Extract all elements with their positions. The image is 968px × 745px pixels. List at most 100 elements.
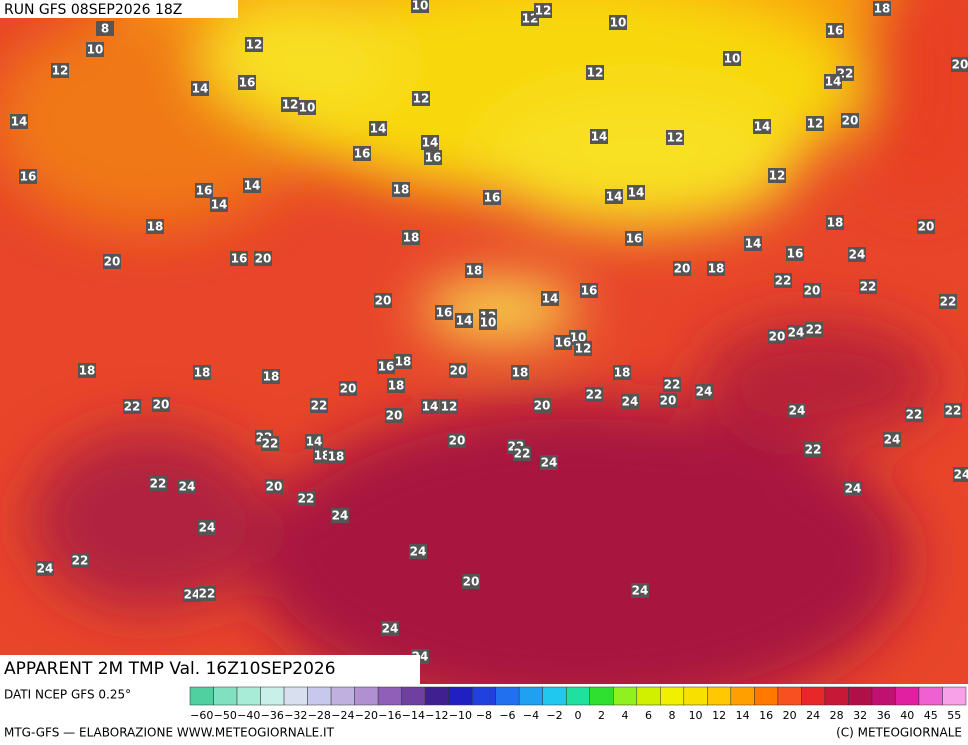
label-box [377, 359, 395, 374]
colorbar-label: −2 [546, 709, 562, 722]
temp-label: 14 [306, 435, 323, 449]
temp-label: 14 [628, 186, 645, 200]
label-box [448, 433, 466, 448]
temp-label: 16 [231, 252, 248, 266]
label-box [774, 273, 792, 288]
label-box [191, 81, 209, 96]
temp-label: 14 [591, 130, 608, 144]
label-box [574, 341, 592, 356]
label-box [51, 63, 69, 78]
label-box [254, 251, 272, 266]
temp-label: 20 [340, 382, 357, 396]
label-box [421, 399, 439, 414]
colorbar: −60 −50 −40 −36 −32 −28 −24 −20 −16 −14 −12 −10 −8 −6… [189, 686, 967, 722]
temp-label: 22 [298, 492, 315, 506]
label-box [210, 197, 228, 212]
temp-label: 14 [606, 190, 623, 204]
label-box [953, 467, 968, 482]
label-box [534, 3, 552, 18]
temp-label: 20 [266, 480, 283, 494]
temp-label: 18 [393, 183, 410, 197]
label-box [513, 446, 531, 461]
temp-label: 22 [906, 408, 923, 422]
label-box [511, 365, 529, 380]
label-box [613, 365, 631, 380]
temp-label: 14 [825, 75, 842, 89]
temp-label: 16 [484, 191, 501, 205]
footer-right: (C) METEOGIORNALE [836, 726, 962, 740]
label-box [631, 583, 649, 598]
colorbar-swatch [848, 686, 873, 706]
temp-label: 22 [586, 388, 603, 402]
temp-label: 18 [466, 264, 483, 278]
temp-label: 20 [375, 294, 392, 308]
temp-label: 24 [332, 509, 349, 523]
label-box [580, 283, 598, 298]
temp-label: 12 [667, 131, 684, 145]
colorbar-label: −60 [190, 709, 213, 722]
label-box [951, 57, 968, 72]
map-field [0, 0, 968, 684]
label-box [86, 42, 104, 57]
label-box [298, 100, 316, 115]
label-box [479, 315, 497, 330]
label-box [744, 236, 762, 251]
temp-label: 14 [244, 179, 261, 193]
label-box [385, 408, 403, 423]
label-box [609, 15, 627, 30]
label-box [723, 51, 741, 66]
label-box [146, 219, 164, 234]
label-box [826, 23, 844, 38]
title-box [0, 655, 420, 684]
temp-label: 12 [246, 38, 263, 52]
run-text: RUN GFS 08SEP2026 18Z [4, 2, 182, 18]
colorbar-label: 32 [853, 709, 867, 722]
temp-label: 16 [626, 232, 643, 246]
footer-left: MTG-GFS — ELABORAZIONE WWW.METEOGIORNALE… [4, 726, 335, 740]
colorbar-label: −4 [523, 709, 539, 722]
label-box [666, 130, 684, 145]
label-box [261, 436, 279, 451]
colorbar-swatch [871, 686, 896, 706]
colorbar-label: 24 [806, 709, 820, 722]
temp-label: 24 [696, 385, 713, 399]
label-box [483, 190, 501, 205]
temp-label: 24 [849, 248, 866, 262]
temp-label: 14 [192, 82, 209, 96]
temp-label: 18 [147, 220, 164, 234]
label-box [788, 403, 806, 418]
label-box [826, 215, 844, 230]
colorbar-label: 8 [669, 709, 676, 722]
temp-label: 16 [581, 284, 598, 298]
label-box [369, 121, 387, 136]
label-box [265, 479, 283, 494]
label-box [310, 398, 328, 413]
label-box [198, 520, 216, 535]
label-box [625, 231, 643, 246]
temp-label: 24 [410, 545, 427, 559]
temp-label: 24 [37, 562, 54, 576]
label-box [944, 403, 962, 418]
label-box [917, 219, 935, 234]
label-box [824, 74, 842, 89]
colorbar-swatch [777, 686, 802, 706]
label-box [803, 283, 821, 298]
temp-label: 22 [805, 443, 822, 457]
temp-label: 20 [463, 575, 480, 589]
temp-label: 22 [664, 378, 681, 392]
label-box [327, 449, 345, 464]
colorbar-swatch [189, 686, 214, 706]
colorbar-label: 2 [598, 709, 605, 722]
temp-label: 14 [370, 122, 387, 136]
colorbar-swatch [824, 686, 849, 706]
colorbar-swatch [613, 686, 638, 706]
label-box [409, 544, 427, 559]
temp-label: 20 [534, 399, 551, 413]
colorbar-label: 16 [759, 709, 773, 722]
temp-label: 10 [610, 16, 627, 30]
label-box [435, 305, 453, 320]
temp-label: 20 [674, 262, 691, 276]
temp-label: 24 [541, 456, 558, 470]
temp-label: 12 [441, 400, 458, 414]
